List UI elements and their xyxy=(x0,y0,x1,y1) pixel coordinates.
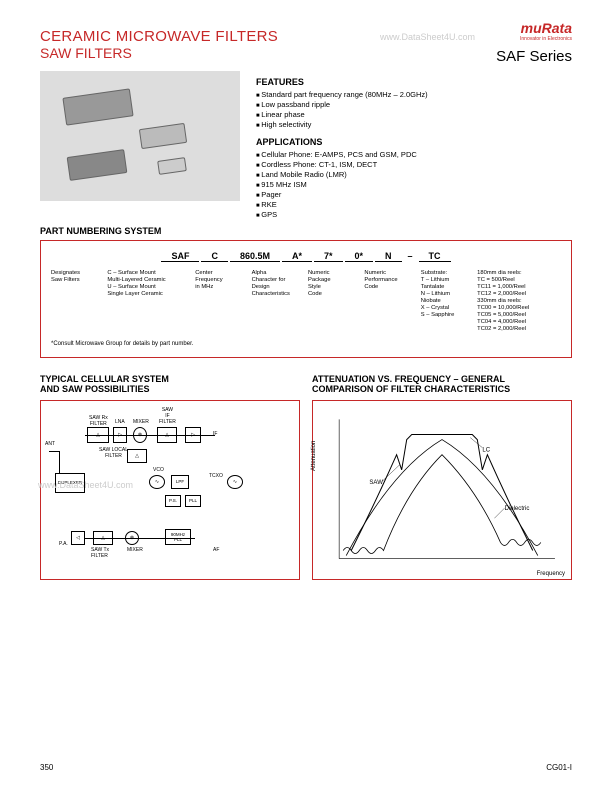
application-item: Land Mobile Radio (LMR) xyxy=(256,170,572,180)
mixer2-label: MIXER xyxy=(127,547,143,553)
pa-label: P.A. xyxy=(59,541,68,547)
application-item: GPS xyxy=(256,210,572,220)
page-title-sub: SAW FILTERS xyxy=(40,45,572,61)
curve-label-saw: SAW xyxy=(369,480,383,486)
part-numbering-heading: PART NUMBERING SYSTEM xyxy=(0,220,612,240)
filter-curves: SAW LC Dielectric xyxy=(321,409,563,571)
part-desc: 180mm dia reels: TC = 500/Reel TC11 = 1,… xyxy=(477,270,561,333)
part-desc: Numeric Performance Code xyxy=(364,270,416,333)
logo-area: muRata Innovator in Electronics SAF Seri… xyxy=(496,20,572,65)
part-desc: C – Surface Mount Multi-Layered Ceramic … xyxy=(107,270,191,333)
y-axis-label: Attenuation xyxy=(311,441,317,471)
feature-item: Linear phase xyxy=(256,110,572,120)
applications-heading: APPLICATIONS xyxy=(256,137,572,147)
part-cell: N xyxy=(375,251,402,262)
vco-label: VCO xyxy=(153,467,164,473)
part-cell: 7* xyxy=(314,251,343,262)
cellular-heading: TYPICAL CELLULAR SYSTEM AND SAW POSSIBIL… xyxy=(40,368,300,400)
curve-label-lc: LC xyxy=(482,448,490,454)
af-label: AF xyxy=(213,547,219,553)
page-title-main: CERAMIC MICROWAVE FILTERS xyxy=(40,28,572,45)
ps-block: P.S. xyxy=(165,495,181,507)
part-desc: Designates Saw Filters xyxy=(51,270,103,333)
curve-label-dielectric: Dielectric xyxy=(505,506,530,512)
tcxo-label: TCXO xyxy=(209,473,223,479)
feature-item: Standard part frequency range (80MHz – 2… xyxy=(256,90,572,100)
part-footnote: *Consult Microwave Group for details by … xyxy=(51,341,561,347)
watermark: www.DataSheet4U.com xyxy=(380,32,475,42)
part-desc: Substrate: T – Lithium Tantalate N – Lit… xyxy=(421,270,473,333)
application-item: RKE xyxy=(256,200,572,210)
vco-block: ∿ xyxy=(149,475,165,489)
applications-list: Cellular Phone: E-AMPS, PCS and GSM, PDC… xyxy=(256,150,572,221)
saw-if-label: SAW IF FILTER xyxy=(159,407,176,425)
part-cell: SAF xyxy=(161,251,199,262)
part-cell: 860.5M xyxy=(230,251,280,262)
pll-block: PLL xyxy=(185,495,201,507)
application-item: Cellular Phone: E-AMPS, PCS and GSM, PDC xyxy=(256,150,572,160)
part-cell: C xyxy=(201,251,228,262)
attenuation-heading: ATTENUATION VS. FREQUENCY – GENERAL COMP… xyxy=(312,368,572,400)
features-heading: FEATURES xyxy=(256,77,572,87)
part-numbering-box: SAF C 860.5M A* 7* 0* N – TC Designates … xyxy=(40,240,572,358)
part-desc: Numeric Package Style Code xyxy=(308,270,360,333)
part-cell-sep: – xyxy=(404,251,417,262)
product-image xyxy=(40,71,240,201)
part-desc: Alpha Character for Design Characteristi… xyxy=(252,270,304,333)
saw-tx-label: SAW Tx FILTER xyxy=(91,547,109,559)
doc-code: CG01-I xyxy=(546,763,572,772)
application-item: Pager xyxy=(256,190,572,200)
series-name: SAF Series xyxy=(496,48,572,65)
feature-item: High selectivity xyxy=(256,120,572,130)
brand-tagline: Innovator in Electronics xyxy=(496,36,572,42)
part-descriptions: Designates Saw Filters C – Surface Mount… xyxy=(51,270,561,333)
page-number: 350 xyxy=(40,763,53,772)
application-item: 915 MHz ISM xyxy=(256,180,572,190)
application-item: Cordless Phone: CT-1, ISM, DECT xyxy=(256,160,572,170)
pa-block: ◁ xyxy=(71,531,85,545)
part-cell: 0* xyxy=(345,251,374,262)
if-out-label: IF xyxy=(213,431,217,437)
part-code-row: SAF C 860.5M A* 7* 0* N – TC xyxy=(51,251,561,262)
part-cell: TC xyxy=(419,251,451,262)
brand-logo: muRata xyxy=(496,20,572,36)
mixer-label: MIXER xyxy=(133,419,149,425)
part-desc: Center Frequency in MHz xyxy=(195,270,247,333)
saw-local-block: △ xyxy=(127,449,147,463)
saw-rx-label: SAW Rx FILTER xyxy=(89,415,108,427)
feature-item: Low passband ripple xyxy=(256,100,572,110)
tcxo-block: ∿ xyxy=(227,475,243,489)
lpf-block: LPF xyxy=(171,475,189,489)
saw-local-label: SAW LOCAL FILTER xyxy=(99,447,128,459)
lna-label: LNA xyxy=(115,419,125,425)
watermark: www.DataSheet4U.com xyxy=(38,480,133,490)
attenuation-chart: Attenuation Frequency SAW LC Dielectric xyxy=(312,400,572,580)
x-axis-label: Frequency xyxy=(537,571,565,577)
part-cell: A* xyxy=(282,251,312,262)
ant-label: ANT xyxy=(45,441,55,447)
features-list: Standard part frequency range (80MHz – 2… xyxy=(256,90,572,131)
pll90-block: 90MHz PLL xyxy=(165,529,191,545)
